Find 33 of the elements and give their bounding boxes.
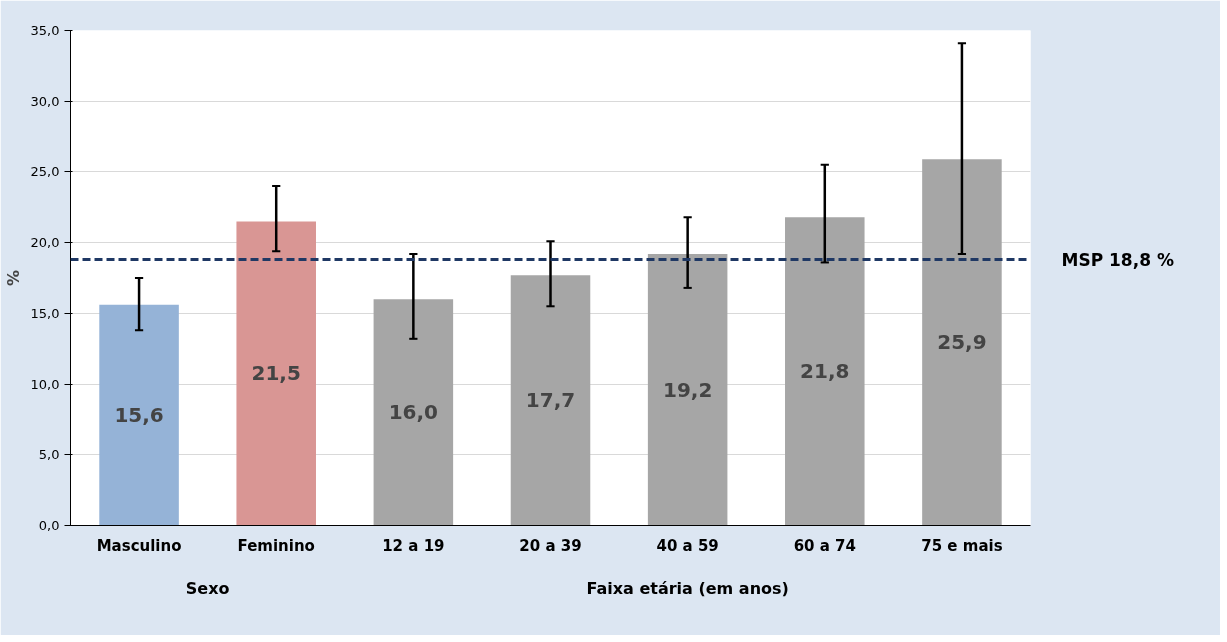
bar <box>922 159 1002 526</box>
data-label: 16,0 <box>388 400 439 425</box>
x-tick-label: 20 a 39 <box>519 536 582 555</box>
bar <box>373 299 454 526</box>
data-label: 19,2 <box>662 377 713 402</box>
bar <box>785 217 865 526</box>
x-tick-label: Feminino <box>237 536 315 555</box>
bar <box>99 304 179 526</box>
x-tick-label: 12 a 19 <box>382 536 445 555</box>
bar <box>236 221 316 526</box>
data-label: 25,9 <box>937 330 987 355</box>
y-tick-label: 20,0 <box>30 235 60 251</box>
text: Sexo <box>185 578 230 598</box>
y-tick-label: 15,0 <box>30 305 60 321</box>
ref-line-label: MSP 18,8 % <box>1061 249 1174 270</box>
y-tick-label: 35,0 <box>30 23 60 38</box>
bar <box>647 253 728 526</box>
y-axis-title: % <box>3 269 23 287</box>
bar <box>510 275 591 526</box>
data-label: 21,8 <box>800 359 850 384</box>
y-tick-label: 30,0 <box>30 93 60 109</box>
y-tick-label: 0,0 <box>38 518 60 533</box>
x-tick-label: 75 e mais <box>921 536 1003 555</box>
y-tick-label: 5,0 <box>38 447 60 463</box>
data-label: 17,7 <box>525 388 576 413</box>
text: Faixa etária (em anos) <box>586 578 789 598</box>
data-label: 21,5 <box>251 361 301 386</box>
data-label: 15,6 <box>114 403 164 428</box>
x-tick-label: 60 a 74 <box>793 536 856 555</box>
y-tick-label: 25,0 <box>30 164 60 180</box>
x-tick-label: 40 a 59 <box>656 536 719 555</box>
x-tick-label: Masculino <box>96 536 182 555</box>
y-tick-label: 10,0 <box>30 376 60 392</box>
